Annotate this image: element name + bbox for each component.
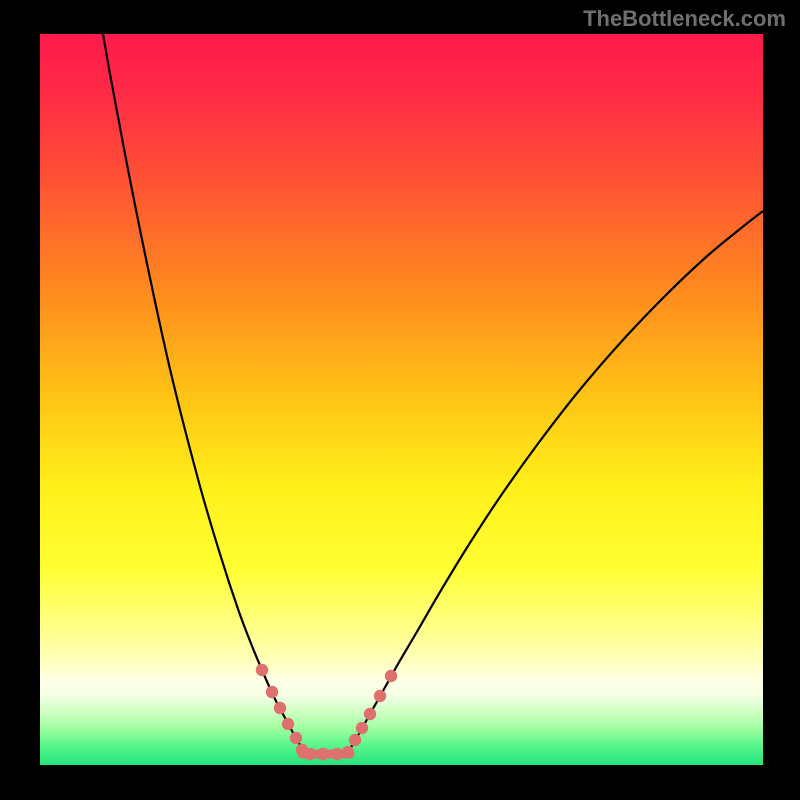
marker-point <box>349 734 361 746</box>
marker-point <box>266 686 278 698</box>
marker-point <box>282 718 294 730</box>
marker-point <box>342 746 354 758</box>
marker-point <box>331 748 343 760</box>
marker-point <box>304 748 316 760</box>
marker-point <box>356 722 368 734</box>
chart-svg <box>40 34 763 765</box>
gradient-background <box>40 34 763 765</box>
marker-point <box>256 664 268 676</box>
chart-container: TheBottleneck.com <box>0 0 800 800</box>
marker-point <box>274 702 286 714</box>
marker-point <box>385 670 397 682</box>
watermark-label: TheBottleneck.com <box>583 6 786 32</box>
marker-point <box>364 708 376 720</box>
marker-point <box>317 748 329 760</box>
marker-point <box>374 690 386 702</box>
plot-area <box>40 34 763 765</box>
marker-point <box>290 732 302 744</box>
